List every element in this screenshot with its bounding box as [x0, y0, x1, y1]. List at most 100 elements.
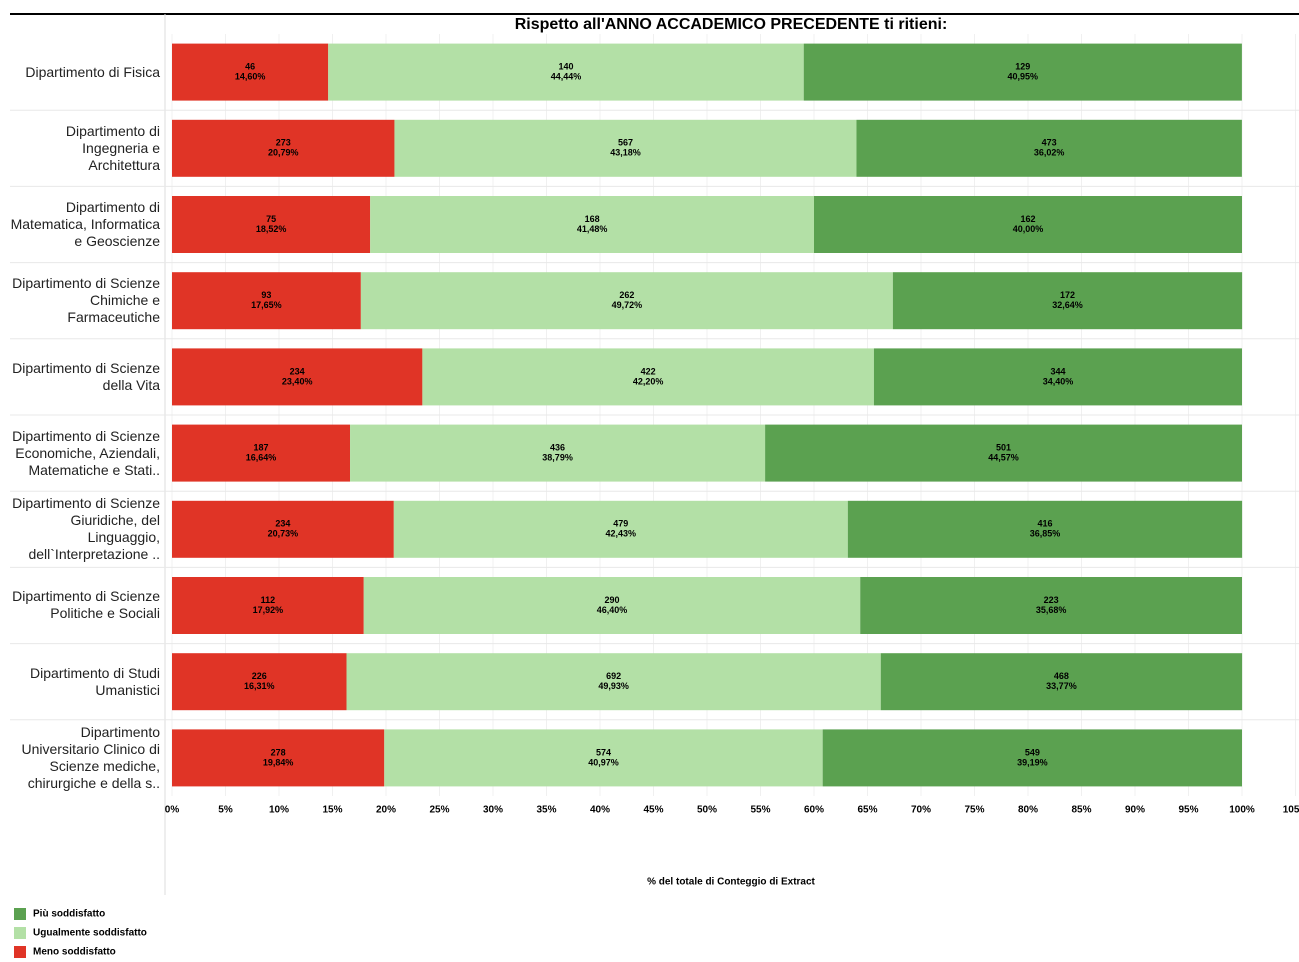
data-label-count: 567 [618, 138, 633, 148]
data-label-count: 93 [261, 290, 271, 300]
bar-segment [880, 653, 1243, 711]
data-label-count: 140 [558, 61, 573, 71]
bar-segment [394, 119, 857, 177]
bar-segment [873, 348, 1242, 406]
bar-segment [346, 653, 881, 711]
data-label-count: 162 [1020, 214, 1035, 224]
data-label-count: 75 [266, 214, 276, 224]
bar-segment [803, 43, 1242, 101]
data-label-count: 262 [619, 290, 634, 300]
data-label-count: 46 [245, 61, 255, 71]
legend-swatch [14, 927, 26, 939]
data-label-percent: 14,60% [235, 71, 266, 81]
bar-segment [765, 424, 1242, 482]
x-tick-label: 65% [857, 805, 877, 816]
data-label-percent: 49,72% [612, 300, 643, 310]
data-label-percent: 17,92% [253, 605, 284, 615]
bar-segment [328, 43, 804, 101]
category-label: Dipartimento Universitario Clinico di Sc… [21, 723, 161, 791]
data-label-count: 574 [596, 747, 611, 757]
bar-segment [363, 577, 861, 634]
bar-segment [384, 729, 823, 787]
data-label-count: 172 [1060, 290, 1075, 300]
data-label-percent: 40,95% [1008, 71, 1039, 81]
data-label-count: 501 [996, 442, 1011, 452]
data-label-percent: 42,20% [633, 376, 664, 386]
x-tick-label: 45% [643, 805, 663, 816]
bar-segment [172, 729, 385, 787]
data-label-count: 436 [550, 442, 565, 452]
data-label-count: 290 [604, 595, 619, 605]
bar-segment [172, 424, 351, 482]
legend-label: Ugualmente soddisfatto [33, 928, 147, 939]
x-tick-label: 90% [1125, 805, 1145, 816]
x-tick-label: 85% [1071, 805, 1091, 816]
data-label-count: 234 [290, 366, 305, 376]
data-label-percent: 32,64% [1052, 300, 1083, 310]
category-label: Dipartimento di Studi Umanistici [30, 664, 160, 698]
data-label-count: 187 [254, 442, 269, 452]
bar-segment [856, 119, 1242, 177]
data-label-percent: 44,44% [551, 71, 582, 81]
data-label-percent: 20,73% [268, 529, 299, 539]
legend-swatch [14, 946, 26, 958]
bar-segment [370, 196, 814, 253]
chart-title: Rispetto all'ANNO ACCADEMICO PRECEDENTE … [515, 16, 948, 33]
data-label-percent: 18,52% [256, 224, 287, 234]
data-label-count: 549 [1025, 747, 1040, 757]
bar-segment [172, 500, 394, 558]
x-tick-label: 75% [964, 805, 984, 816]
x-tick-label: 15% [322, 805, 342, 816]
bar-segment [172, 43, 329, 101]
data-label-percent: 35,68% [1036, 605, 1067, 615]
data-label-count: 223 [1044, 595, 1059, 605]
bar-segment [172, 577, 364, 634]
data-label-percent: 23,40% [282, 376, 313, 386]
bar-segment [892, 272, 1243, 330]
x-tick-label: 105% [1283, 805, 1299, 816]
data-label-count: 416 [1037, 519, 1052, 529]
bar-segment [350, 424, 766, 482]
bar-segment [822, 729, 1242, 787]
data-label-percent: 42,43% [606, 529, 637, 539]
category-label: Dipartimento di Scienze Chimiche e Farma… [12, 275, 160, 326]
data-label-count: 278 [271, 747, 286, 757]
x-tick-label: 0% [165, 805, 180, 816]
data-label-percent: 43,18% [610, 148, 641, 158]
data-label-count: 273 [276, 138, 291, 148]
data-label-percent: 38,79% [542, 452, 573, 462]
data-label-count: 234 [275, 519, 290, 529]
category-label: Dipartimento di Ingegneria e Architettur… [65, 122, 160, 173]
bar-segment [172, 653, 347, 711]
data-label-percent: 20,79% [268, 148, 299, 158]
data-label-percent: 40,00% [1013, 224, 1044, 234]
data-label-count: 473 [1042, 138, 1057, 148]
bar-segment [814, 196, 1242, 253]
x-tick-label: 35% [536, 805, 556, 816]
category-label: Dipartimento di Matematica, Informatica … [10, 198, 160, 249]
data-label-percent: 40,97% [588, 757, 619, 767]
x-tick-label: 60% [804, 805, 824, 816]
x-tick-label: 25% [429, 805, 449, 816]
x-tick-label: 10% [269, 805, 289, 816]
data-label-percent: 36,85% [1030, 529, 1061, 539]
data-label-count: 344 [1050, 366, 1065, 376]
data-label-percent: 16,31% [244, 681, 275, 691]
bar-segment [860, 577, 1242, 634]
bar-segment [422, 348, 874, 406]
data-label-percent: 44,57% [988, 452, 1019, 462]
bar-segment [172, 119, 395, 177]
bar-segment [847, 500, 1243, 558]
x-tick-label: 55% [750, 805, 770, 816]
data-label-count: 112 [261, 595, 276, 605]
data-label-percent: 49,93% [598, 681, 629, 691]
data-label-count: 692 [606, 671, 621, 681]
data-label-count: 168 [585, 214, 600, 224]
legend-swatch [14, 908, 26, 920]
data-label-count: 129 [1015, 61, 1030, 71]
bar-segment [172, 272, 361, 330]
data-label-percent: 19,84% [263, 757, 294, 767]
data-label-percent: 36,02% [1034, 148, 1065, 158]
